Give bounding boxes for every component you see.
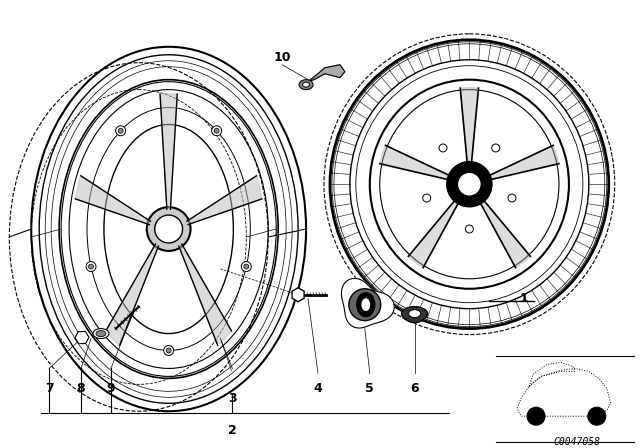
- Circle shape: [212, 126, 221, 136]
- Polygon shape: [187, 176, 262, 224]
- Circle shape: [241, 262, 252, 271]
- Circle shape: [244, 264, 249, 269]
- Circle shape: [508, 194, 516, 202]
- Circle shape: [166, 348, 171, 353]
- Polygon shape: [460, 88, 479, 163]
- Ellipse shape: [447, 162, 492, 206]
- Polygon shape: [341, 278, 394, 328]
- Ellipse shape: [93, 328, 109, 339]
- Text: 3: 3: [228, 392, 237, 405]
- Polygon shape: [481, 201, 531, 267]
- Ellipse shape: [349, 289, 381, 321]
- Text: 4: 4: [314, 382, 323, 395]
- Text: C0047058: C0047058: [554, 437, 600, 447]
- Text: 1: 1: [520, 292, 529, 305]
- Circle shape: [118, 128, 123, 133]
- Circle shape: [164, 345, 173, 355]
- Polygon shape: [408, 201, 458, 267]
- Circle shape: [492, 144, 500, 152]
- Ellipse shape: [155, 215, 182, 243]
- Circle shape: [423, 194, 431, 202]
- Polygon shape: [380, 145, 449, 180]
- Ellipse shape: [303, 82, 310, 87]
- Polygon shape: [76, 176, 150, 224]
- Ellipse shape: [361, 298, 371, 312]
- Text: 9: 9: [107, 382, 115, 395]
- Ellipse shape: [96, 331, 106, 336]
- Circle shape: [214, 128, 219, 133]
- Text: 10: 10: [273, 51, 291, 64]
- Circle shape: [86, 262, 96, 271]
- Circle shape: [527, 407, 545, 425]
- Circle shape: [439, 144, 447, 152]
- Polygon shape: [106, 244, 159, 345]
- Polygon shape: [402, 307, 428, 323]
- Ellipse shape: [357, 293, 375, 317]
- Polygon shape: [308, 65, 345, 82]
- Text: 2: 2: [228, 424, 237, 437]
- Ellipse shape: [408, 310, 420, 318]
- Circle shape: [88, 264, 93, 269]
- Polygon shape: [160, 94, 177, 209]
- Circle shape: [465, 225, 474, 233]
- Text: 8: 8: [77, 382, 85, 395]
- Circle shape: [588, 407, 606, 425]
- Ellipse shape: [458, 172, 481, 196]
- Text: 7: 7: [45, 382, 54, 395]
- Polygon shape: [517, 368, 611, 416]
- Ellipse shape: [147, 207, 191, 251]
- Ellipse shape: [299, 80, 313, 90]
- Text: 6: 6: [410, 382, 419, 395]
- Polygon shape: [179, 244, 232, 345]
- Polygon shape: [529, 362, 575, 386]
- Circle shape: [116, 126, 125, 136]
- Text: 5: 5: [365, 382, 374, 395]
- Polygon shape: [490, 145, 559, 180]
